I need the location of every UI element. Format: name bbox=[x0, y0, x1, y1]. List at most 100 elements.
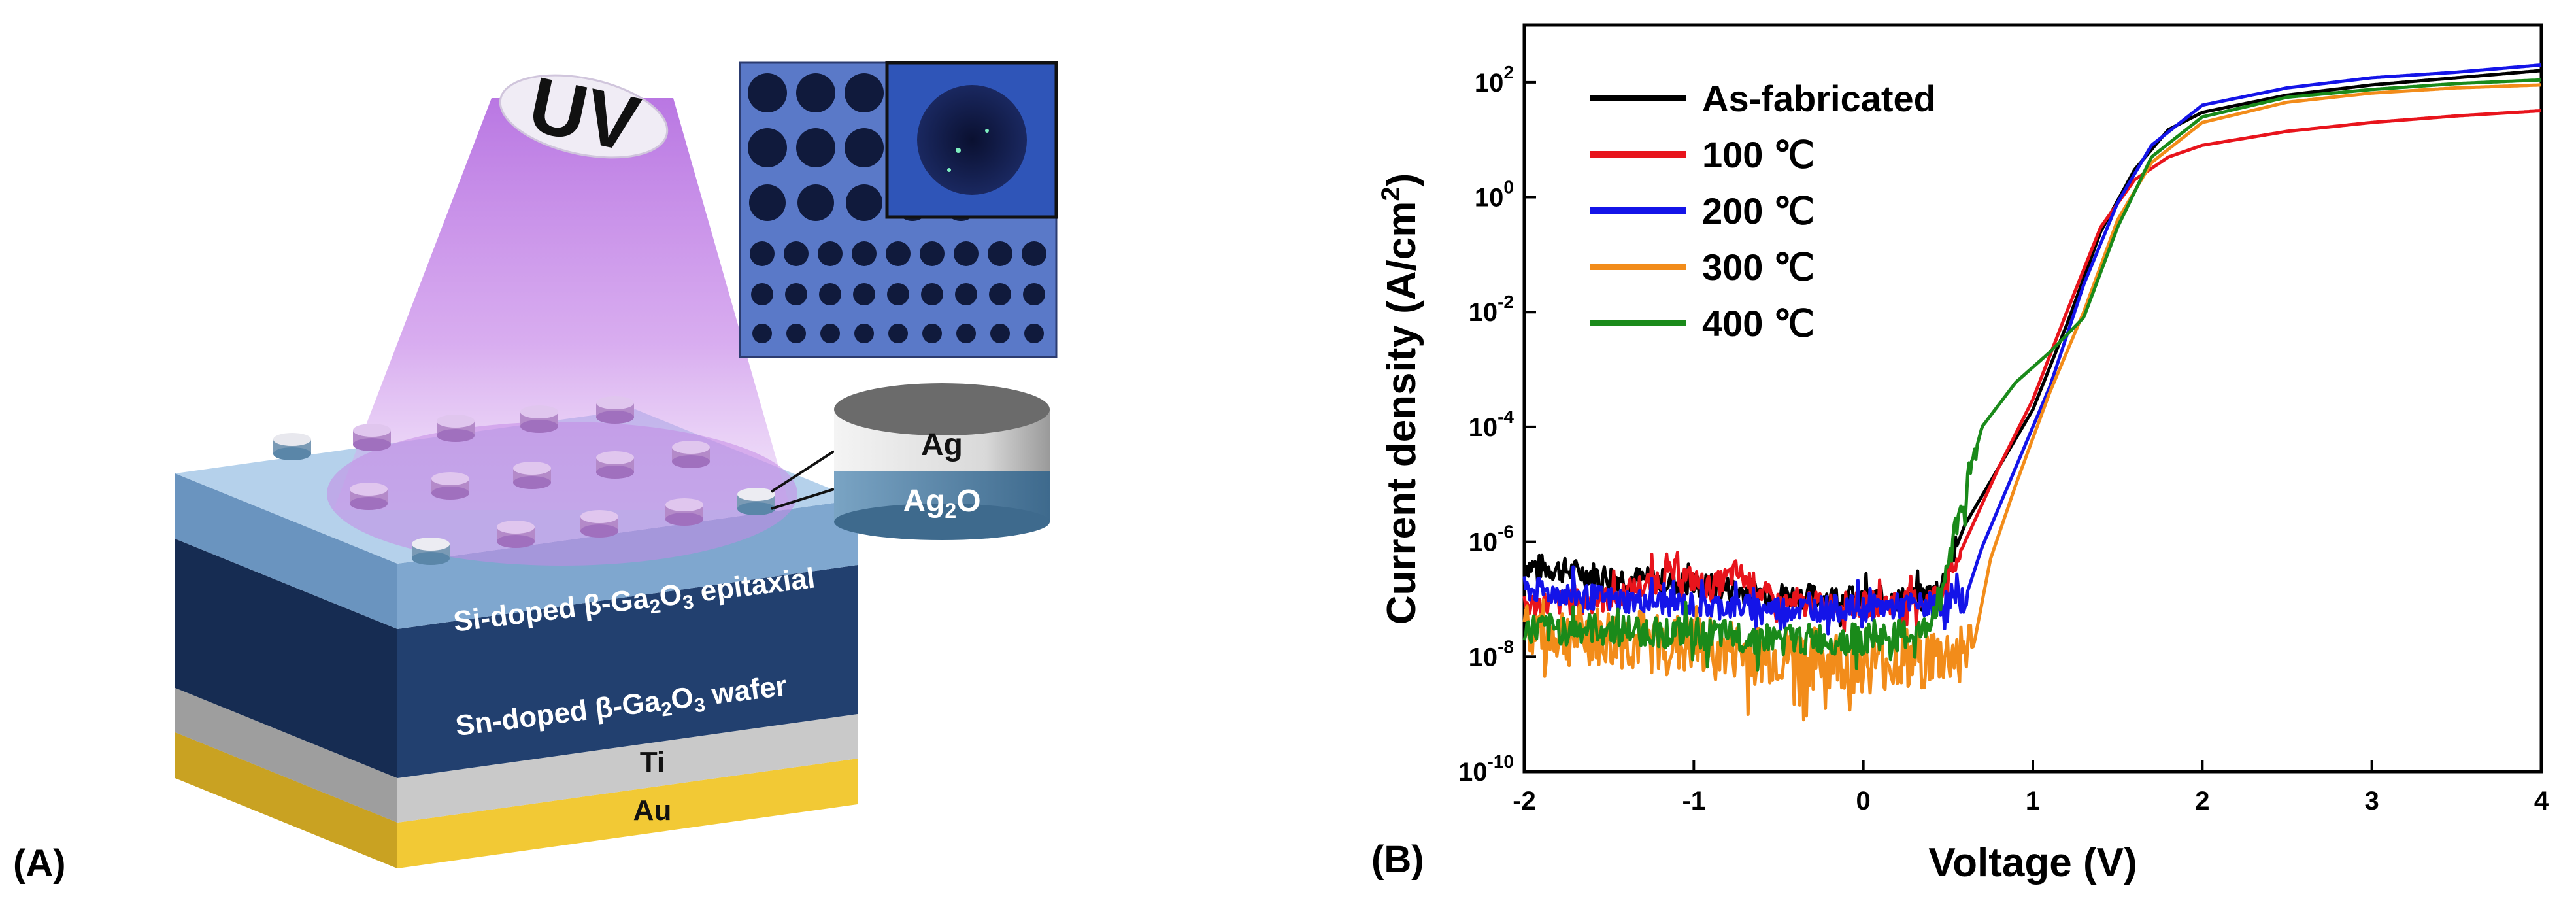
wafer-layer-side bbox=[175, 539, 397, 778]
y-tick-label: 100 bbox=[1475, 177, 1514, 213]
legend-label: 300 ℃ bbox=[1702, 247, 1815, 288]
contact-disk bbox=[350, 483, 388, 510]
y-tick-label: 10-4 bbox=[1469, 407, 1514, 442]
zoom-leader-line bbox=[770, 450, 835, 493]
microscope-dot bbox=[751, 283, 773, 305]
microscope-dot bbox=[820, 324, 840, 343]
zoom-leader-line bbox=[771, 488, 835, 510]
x-axis-title: Voltage (V) bbox=[1928, 840, 2137, 885]
microscope-photo bbox=[739, 61, 1058, 358]
axis-ticks: -2 -1 0 1 2 3 4 10-10 10-8 10-6 10-4 10-2 100 102 bbox=[1458, 62, 2549, 815]
microscope-dot bbox=[955, 283, 977, 305]
microscope-dot bbox=[852, 241, 877, 266]
iv-chart: -2 -1 0 1 2 3 4 10-10 10-8 10-6 10-4 10-2 100 102 As-… bbox=[1377, 23, 2549, 885]
data-series bbox=[1522, 63, 2542, 722]
au-layer-label: Au bbox=[633, 794, 672, 827]
uv-illuminated-spot bbox=[327, 422, 797, 566]
microscope-dot bbox=[818, 241, 843, 266]
y-tick-label: 10-2 bbox=[1469, 292, 1514, 327]
ti-layer-label: Ti bbox=[640, 746, 665, 778]
microscope-dot bbox=[749, 184, 786, 221]
legend-label: 100 ℃ bbox=[1702, 134, 1815, 175]
contact-disk bbox=[672, 441, 710, 468]
ti-layer-front bbox=[397, 714, 858, 823]
legend-label: 400 ℃ bbox=[1702, 303, 1815, 344]
au-layer-side bbox=[175, 732, 397, 868]
microscope-dot bbox=[887, 283, 909, 305]
contact-disk bbox=[273, 433, 311, 460]
series-line bbox=[1522, 63, 2542, 636]
x-tick-label: 1 bbox=[2026, 787, 2040, 815]
microscope-dot bbox=[785, 283, 807, 305]
legend-label: 200 ℃ bbox=[1702, 190, 1815, 231]
microscope-dot bbox=[1024, 324, 1044, 343]
y-tick-label: 10-6 bbox=[1469, 522, 1514, 557]
panel-b: (B) -2 -1 0 1 2 3 4 10-10 10-8 10-6 10-4 10-2 100 102… bbox=[1371, 23, 2549, 885]
contact-disk bbox=[596, 451, 634, 479]
microscope-dot bbox=[886, 241, 911, 266]
contact-ag2o-label: Ag2O bbox=[903, 484, 980, 522]
contact-disk bbox=[412, 538, 450, 565]
microscope-dot bbox=[796, 128, 835, 167]
uv-beam bbox=[333, 98, 791, 510]
contact-disk bbox=[497, 521, 535, 548]
contacts bbox=[273, 396, 775, 565]
panel-b-label: (B) bbox=[1371, 838, 1424, 881]
contact-disk bbox=[596, 396, 634, 424]
microscope-dot bbox=[988, 241, 1012, 266]
microscope-dot bbox=[853, 283, 875, 305]
microscope-dot bbox=[784, 241, 809, 266]
contact-disk bbox=[353, 424, 391, 451]
microscope-dot bbox=[846, 184, 882, 221]
series-line bbox=[1522, 78, 2542, 672]
contact-disk bbox=[665, 498, 703, 526]
microscope-dot-array bbox=[748, 73, 1046, 343]
contact-disk bbox=[431, 472, 469, 500]
microscope-dot bbox=[750, 241, 775, 266]
microscope-dot bbox=[819, 283, 841, 305]
microscope-dot bbox=[748, 128, 787, 167]
microscope-dot bbox=[1022, 241, 1046, 266]
microscope-dot bbox=[920, 241, 945, 266]
microscope-dot bbox=[956, 324, 976, 343]
microscope-dot bbox=[888, 324, 908, 343]
y-tick-label: 102 bbox=[1475, 62, 1514, 97]
contact-ag-label: Ag bbox=[921, 428, 963, 462]
contact-disk bbox=[437, 415, 475, 442]
y-tick-label: 10-10 bbox=[1458, 751, 1514, 787]
wafer-layer-front bbox=[397, 565, 858, 778]
x-tick-label: 4 bbox=[2534, 787, 2549, 815]
panel-a-label: (A) bbox=[13, 842, 66, 885]
contact-disk bbox=[520, 405, 558, 433]
x-tick-label: 2 bbox=[2195, 787, 2209, 815]
microscope-dot bbox=[922, 324, 942, 343]
epitaxial-layer-side bbox=[175, 473, 397, 629]
ti-layer-side bbox=[175, 688, 397, 823]
uv-source-disk bbox=[499, 74, 669, 159]
x-tick-label: -1 bbox=[1682, 787, 1706, 815]
microscope-dot bbox=[797, 184, 834, 221]
microscope-dot bbox=[990, 324, 1010, 343]
microscope-dot bbox=[796, 73, 835, 112]
legend: As-fabricated 100 ℃ 200 ℃ 300 ℃ 400 ℃ bbox=[1590, 78, 1936, 344]
series-line bbox=[1522, 69, 2542, 628]
x-tick-label: -2 bbox=[1513, 787, 1536, 815]
contact-disk bbox=[737, 488, 775, 515]
contact-disk bbox=[513, 462, 551, 489]
microscope-dot bbox=[752, 324, 772, 343]
contact-disk bbox=[580, 510, 618, 538]
microscope-dot bbox=[989, 283, 1011, 305]
microscope-dot bbox=[786, 324, 806, 343]
x-tick-label: 0 bbox=[1856, 787, 1871, 815]
microscope-inset-dot bbox=[917, 85, 1027, 195]
y-tick-label: 10-8 bbox=[1469, 636, 1514, 672]
panel-a: UV Ag Ag2O bbox=[13, 60, 1058, 885]
y-axis-title: Current density (A/cm2) bbox=[1377, 173, 1424, 625]
contact-zoom-cylinder: Ag Ag2O bbox=[834, 383, 1050, 540]
x-tick-label: 3 bbox=[2365, 787, 2379, 815]
microscope-dot bbox=[854, 324, 874, 343]
microscope-dot bbox=[921, 283, 943, 305]
microscope-dot bbox=[845, 73, 884, 112]
legend-label: As-fabricated bbox=[1702, 78, 1936, 119]
